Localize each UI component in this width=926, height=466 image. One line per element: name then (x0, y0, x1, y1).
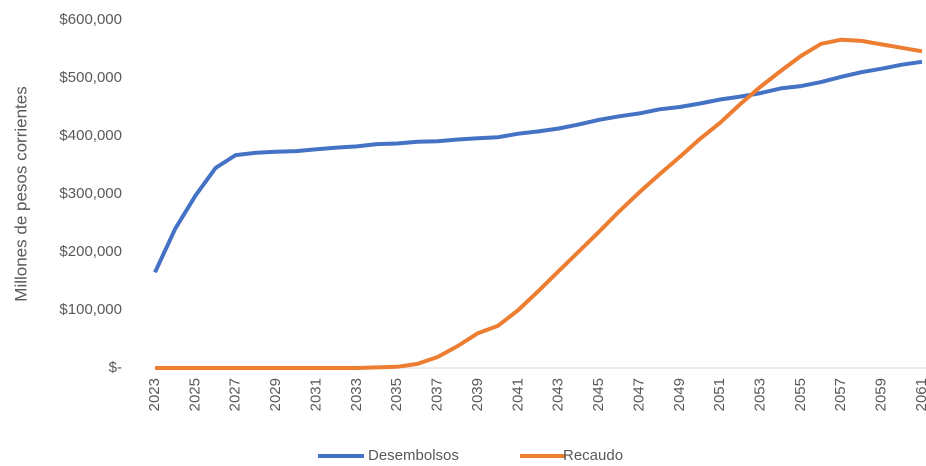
x-tick-label: 2049 (671, 378, 688, 411)
x-tick-label: 2037 (429, 378, 446, 411)
x-tick-label: 2027 (227, 378, 244, 411)
x-tick-label: 2057 (832, 378, 849, 411)
x-tick-label: 2031 (307, 378, 324, 411)
x-tick-label: 2055 (792, 378, 809, 411)
y-tick-label: $300,000 (59, 185, 122, 202)
x-tick-label: 2025 (186, 378, 203, 411)
y-tick-label: $400,000 (59, 127, 122, 144)
x-tick-label: 2045 (590, 378, 607, 411)
x-tick-label: 2043 (550, 378, 567, 411)
y-tick-label: $600,000 (59, 11, 122, 28)
legend-label: Recaudo (563, 447, 623, 464)
x-tick-label: 2041 (509, 378, 526, 411)
x-tick-label: 2061 (913, 378, 926, 411)
x-tick-label: 2033 (348, 378, 365, 411)
y-tick-label: $200,000 (59, 243, 122, 260)
x-tick-label: 2039 (469, 378, 486, 411)
y-axis-label: Millones de pesos corrientes (11, 86, 30, 301)
x-tick-label: 2047 (630, 378, 647, 411)
legend-label: Desembolsos (368, 447, 459, 464)
line-series (153, 59, 923, 274)
x-tick-label: 2051 (711, 378, 728, 411)
x-tick-label: 2023 (146, 378, 163, 411)
y-tick-label: $- (109, 359, 122, 376)
x-tick-label: 2029 (267, 378, 284, 411)
x-tick-label: 2053 (751, 378, 768, 411)
line-series (155, 37, 923, 370)
y-tick-label: $500,000 (59, 69, 122, 86)
x-tick-label: 2035 (388, 378, 405, 411)
x-tick-label: 2059 (873, 378, 890, 411)
y-tick-label: $100,000 (59, 301, 122, 318)
